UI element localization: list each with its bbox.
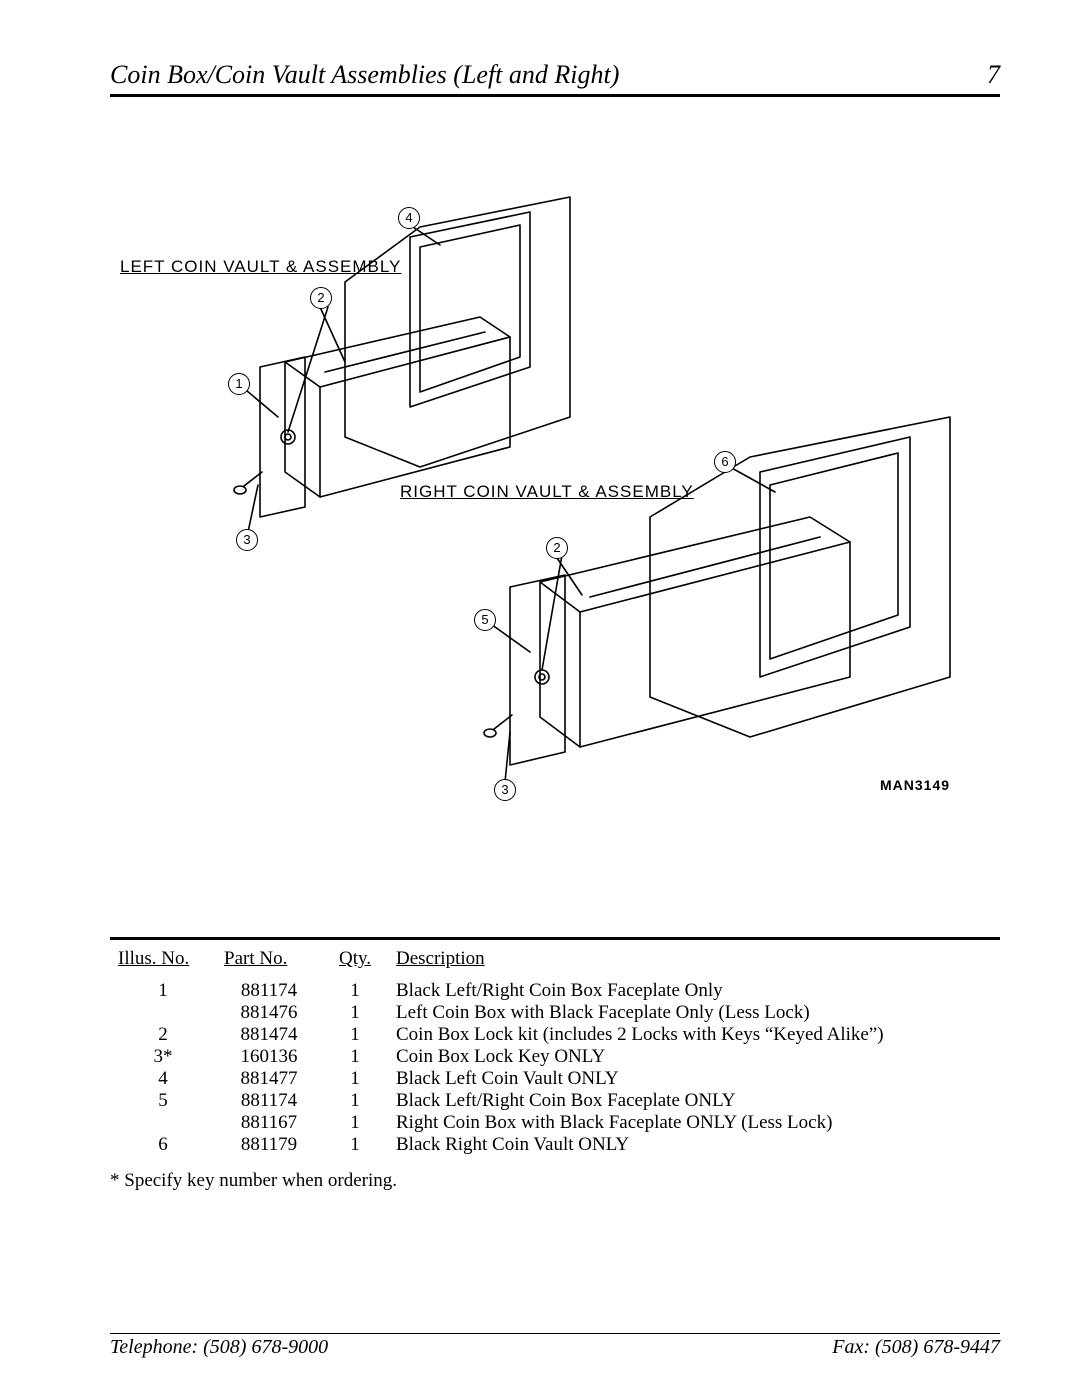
cell: Left Coin Box with Black Faceplate Only … [388,1002,1000,1024]
footer-telephone: Telephone: (508) 678-9000 [110,1336,328,1359]
footer-fax: Fax: (508) 678-9447 [832,1336,1000,1359]
assembly-diagram-svg [110,137,1000,877]
cell: Black Right Coin Vault ONLY [388,1134,1000,1156]
page-header: Coin Box/Coin Vault Assemblies (Left and… [110,60,1000,97]
cell: Black Left/Right Coin Box Faceplate ONLY [388,1090,1000,1112]
table-row: 48814771Black Left Coin Vault ONLY [110,1068,1000,1090]
cell: 1 [110,980,216,1002]
cell: Right Coin Box with Black Faceplate ONLY… [388,1112,1000,1134]
cell: 881474 [216,1024,322,1046]
cell: 881476 [216,1002,322,1024]
cell: 1 [322,1090,388,1112]
drawing-number: MAN3149 [880,777,950,793]
col-qty: Qty. [322,946,388,980]
cell: 1 [322,1024,388,1046]
callout-6-right: 6 [714,451,736,473]
table-row: 58811741Black Left/Right Coin Box Facepl… [110,1090,1000,1112]
table-row: 68811791Black Right Coin Vault ONLY [110,1134,1000,1156]
left-assembly-label: LEFT COIN VAULT & ASSEMBLY [120,257,401,277]
page-footer: Telephone: (508) 678-9000 Fax: (508) 678… [110,1333,1000,1359]
cell: 881174 [216,1090,322,1112]
table-header-row: Illus. No. Part No. Qty. Description [110,946,1000,980]
diagram-area: LEFT COIN VAULT & ASSEMBLY RIGHT COIN VA… [110,137,1000,877]
table-footnote: * Specify key number when ordering. [110,1170,1000,1192]
table-row: 28814741Coin Box Lock kit (includes 2 Lo… [110,1024,1000,1046]
callout-4-left: 4 [398,207,420,229]
callout-2-right: 2 [546,537,568,559]
table-row: 18811741Black Left/Right Coin Box Facepl… [110,980,1000,1002]
cell: 1 [322,1068,388,1090]
cell: 1 [322,1134,388,1156]
right-assembly-label: RIGHT COIN VAULT & ASSEMBLY [400,482,694,502]
cell: 1 [322,1002,388,1024]
parts-table: Illus. No. Part No. Qty. Description 188… [110,946,1000,1156]
cell: Black Left/Right Coin Box Faceplate Only [388,980,1000,1002]
cell [110,1112,216,1134]
cell: Black Left Coin Vault ONLY [388,1068,1000,1090]
table-row: 8811671Right Coin Box with Black Facepla… [110,1112,1000,1134]
cell: 881167 [216,1112,322,1134]
cell: 3* [110,1046,216,1068]
col-part: Part No. [216,946,322,980]
callout-3-left: 3 [236,529,258,551]
cell: 1 [322,1046,388,1068]
table-row: 8814761Left Coin Box with Black Faceplat… [110,1002,1000,1024]
cell: 881477 [216,1068,322,1090]
callout-5-right: 5 [474,609,496,631]
cell: Coin Box Lock kit (includes 2 Locks with… [388,1024,1000,1046]
parts-table-body: 18811741Black Left/Right Coin Box Facepl… [110,980,1000,1156]
callout-1-left: 1 [228,373,250,395]
cell: 881179 [216,1134,322,1156]
table-row: 3*1601361Coin Box Lock Key ONLY [110,1046,1000,1068]
page-number: 7 [987,60,1000,90]
cell [110,1002,216,1024]
col-desc: Description [388,946,1000,980]
callout-2-left: 2 [310,287,332,309]
cell: 4 [110,1068,216,1090]
table-top-rule [110,937,1000,940]
cell: 6 [110,1134,216,1156]
page-title: Coin Box/Coin Vault Assemblies (Left and… [110,60,619,90]
cell: 1 [322,980,388,1002]
cell: 2 [110,1024,216,1046]
parts-table-area: Illus. No. Part No. Qty. Description 188… [110,937,1000,1192]
cell: Coin Box Lock Key ONLY [388,1046,1000,1068]
callout-3-right: 3 [494,779,516,801]
cell: 1 [322,1112,388,1134]
col-illus: Illus. No. [110,946,216,980]
page: Coin Box/Coin Vault Assemblies (Left and… [0,0,1080,1397]
cell: 160136 [216,1046,322,1068]
cell: 881174 [216,980,322,1002]
cell: 5 [110,1090,216,1112]
